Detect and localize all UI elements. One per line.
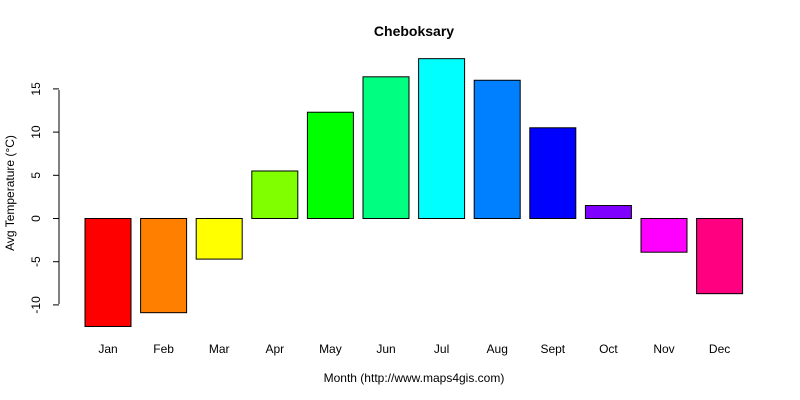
x-tick-label: Dec	[709, 342, 730, 356]
bar-jul	[418, 58, 466, 219]
y-tick-label: -10	[29, 296, 43, 314]
bar-aug	[473, 79, 521, 220]
bars	[84, 58, 744, 327]
y-tick-label: 15	[29, 82, 43, 96]
x-tick-label: Jun	[376, 342, 395, 356]
bar-oct	[584, 205, 632, 219]
y-axis-label: Avg Temperature (°C)	[3, 135, 17, 251]
y-tick-label: 0	[29, 215, 43, 222]
x-tick-label: Oct	[599, 342, 618, 356]
x-tick-label: May	[319, 342, 342, 356]
bar-jan	[84, 218, 132, 327]
y-axis: -10 -5 0 5 10 15	[29, 82, 60, 314]
chart-title: Cheboksary	[374, 23, 454, 39]
bar-apr	[251, 170, 299, 219]
x-tick-label: Nov	[653, 342, 674, 356]
bar-feb	[140, 218, 188, 314]
x-tick-label: Apr	[265, 342, 284, 356]
x-axis-label: Month (http://www.maps4gis.com)	[324, 371, 505, 385]
bar-dec	[696, 218, 744, 295]
x-tick-label: Sept	[540, 342, 565, 356]
y-tick-label: 10	[29, 125, 43, 139]
bar-mar	[195, 218, 243, 260]
bar-jun	[362, 76, 410, 219]
x-tick-label: Jul	[434, 342, 449, 356]
y-tick-label: -5	[29, 256, 43, 267]
bar-sept	[529, 127, 577, 219]
x-tick-labels: Jan Feb Mar Apr May Jun Jul Aug Sept Oct Nov Dec	[98, 342, 730, 356]
bar-may	[306, 111, 354, 219]
x-tick-label: Feb	[153, 342, 174, 356]
bar-nov	[640, 218, 688, 253]
x-tick-label: Mar	[209, 342, 230, 356]
x-tick-label: Aug	[487, 342, 508, 356]
y-tick-label: 5	[29, 172, 43, 179]
x-tick-label: Jan	[98, 342, 117, 356]
